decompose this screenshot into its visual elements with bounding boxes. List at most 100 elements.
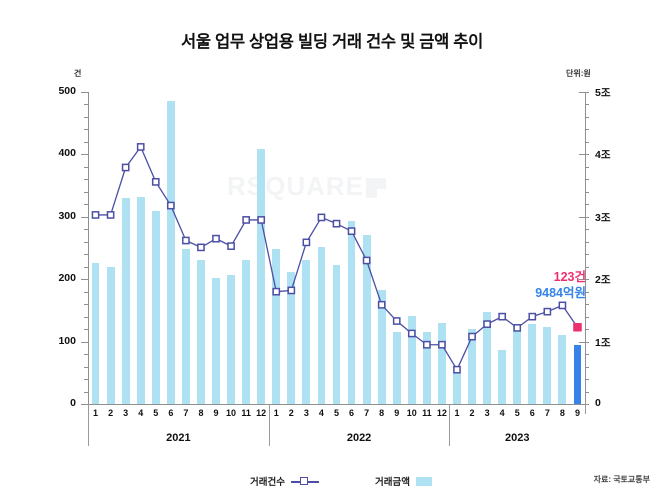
left-minor-tick xyxy=(84,191,88,193)
right-minor-tick xyxy=(585,129,589,131)
right-minor-tick xyxy=(585,179,589,181)
bar-2021-12 xyxy=(257,148,266,404)
month-label-2021-2: 2 xyxy=(108,408,114,418)
month-label-2023-9: 9 xyxy=(574,408,580,418)
bar-2023-9 xyxy=(573,344,582,404)
x-axis-baseline xyxy=(88,404,585,405)
left-minor-tick xyxy=(84,329,88,331)
left-minor-tick xyxy=(84,154,88,156)
year-separator-2021 xyxy=(88,404,89,446)
legend-label-transaction-count: 거래건수 xyxy=(250,477,285,488)
left-minor-tick xyxy=(84,291,88,293)
left-minor-tick xyxy=(84,266,88,268)
bar-2022-11 xyxy=(422,331,431,404)
bar-2021-1 xyxy=(91,262,100,404)
year-separator-2022 xyxy=(268,404,270,446)
right-minor-tick xyxy=(585,154,589,156)
left-minor-tick xyxy=(84,316,88,318)
legend-item-transaction-count[interactable]: 거래건수 xyxy=(250,474,319,488)
right-axis-label-5조: 5조 xyxy=(595,87,611,99)
legend-item-transaction-amount[interactable]: 거래금액 xyxy=(375,474,432,488)
right-minor-tick xyxy=(585,92,589,93)
left-minor-tick xyxy=(84,254,88,256)
bar-2023-5 xyxy=(513,323,522,404)
month-label-2023-5: 5 xyxy=(514,408,520,418)
month-label-2022-3: 3 xyxy=(303,408,309,418)
bar-2023-6 xyxy=(528,323,537,404)
plot-area xyxy=(88,92,585,404)
left-axis-label-200: 200 xyxy=(58,272,76,285)
right-minor-tick xyxy=(585,141,589,143)
bar-2023-8 xyxy=(558,335,567,404)
left-minor-tick xyxy=(84,92,88,93)
bar-2022-4 xyxy=(317,246,326,404)
month-label-2021-7: 7 xyxy=(183,408,189,418)
callout-transaction-count: 123건 xyxy=(553,270,586,284)
bar-2021-4 xyxy=(136,197,145,404)
right-axis-label-4조: 4조 xyxy=(595,149,611,162)
bar-2022-9 xyxy=(392,331,401,404)
month-label-2023-7: 7 xyxy=(544,408,550,418)
right-minor-tick xyxy=(585,341,589,343)
right-axis-label-2조: 2조 xyxy=(595,274,611,287)
bar-2021-2 xyxy=(106,267,115,404)
month-label-2022-4: 4 xyxy=(318,408,324,418)
month-label-2021-9: 9 xyxy=(213,408,219,418)
right-tick-2조 xyxy=(579,279,586,281)
left-axis-unit-label: 건 xyxy=(74,69,82,78)
bar-2023-3 xyxy=(483,312,492,404)
month-label-2022-1: 1 xyxy=(273,408,279,418)
right-minor-tick xyxy=(585,304,589,306)
month-label-2023-4: 4 xyxy=(499,408,505,418)
chart-legend: 거래건수 거래금액 xyxy=(250,474,432,488)
year-label-2022: 2022 xyxy=(346,432,372,444)
month-label-2021-11: 11 xyxy=(241,408,251,418)
left-minor-tick xyxy=(84,241,88,243)
source-note: 자료: 국토교통부 xyxy=(593,475,650,484)
right-minor-tick xyxy=(585,391,589,393)
right-minor-tick xyxy=(585,279,589,281)
bar-2021-9 xyxy=(212,277,220,404)
right-minor-tick xyxy=(585,329,589,331)
bar-2023-1 xyxy=(453,371,461,404)
left-minor-tick xyxy=(84,129,88,131)
right-minor-tick xyxy=(585,191,589,193)
left-axis-label-100: 100 xyxy=(58,334,76,347)
right-minor-tick xyxy=(585,216,589,218)
legend-label-transaction-amount: 거래금액 xyxy=(374,477,410,488)
right-axis-unit-label: 단위:원 xyxy=(566,69,591,78)
month-label-2021-6: 6 xyxy=(168,408,174,418)
year-label-2023: 2023 xyxy=(504,432,530,444)
bar-2022-2 xyxy=(287,272,296,404)
left-axis-label-400: 400 xyxy=(58,147,76,160)
month-label-2021-12: 12 xyxy=(256,408,267,418)
bar-2022-8 xyxy=(377,290,386,404)
left-minor-tick xyxy=(84,379,88,381)
bar-2021-11 xyxy=(242,260,251,404)
year-separator-2023 xyxy=(449,404,451,446)
month-label-2023-2: 2 xyxy=(469,408,475,418)
month-label-2023-6: 6 xyxy=(529,408,535,418)
left-minor-tick xyxy=(84,229,88,231)
right-minor-tick xyxy=(585,266,589,268)
left-minor-tick xyxy=(84,304,88,306)
bar-2023-4 xyxy=(498,349,507,404)
right-tick-3조 xyxy=(579,216,586,218)
bar-2022-7 xyxy=(362,234,371,404)
bar-2023-2 xyxy=(468,328,476,404)
left-minor-tick xyxy=(84,104,88,106)
bar-2021-3 xyxy=(121,198,130,404)
month-label-2023-3: 3 xyxy=(484,408,490,418)
month-label-2023-8: 8 xyxy=(559,408,565,418)
right-minor-tick xyxy=(585,166,589,168)
month-label-2023-1: 1 xyxy=(454,408,460,418)
bar-2021-8 xyxy=(197,260,205,404)
month-label-2022-5: 5 xyxy=(333,408,339,418)
left-minor-tick xyxy=(84,141,88,143)
year-label-2021: 2021 xyxy=(166,432,191,444)
month-label-2022-8: 8 xyxy=(379,408,385,418)
left-minor-tick xyxy=(84,341,88,343)
left-minor-tick xyxy=(84,116,88,118)
right-axis-label-0: 0 xyxy=(595,397,601,409)
left-minor-tick xyxy=(84,391,88,393)
